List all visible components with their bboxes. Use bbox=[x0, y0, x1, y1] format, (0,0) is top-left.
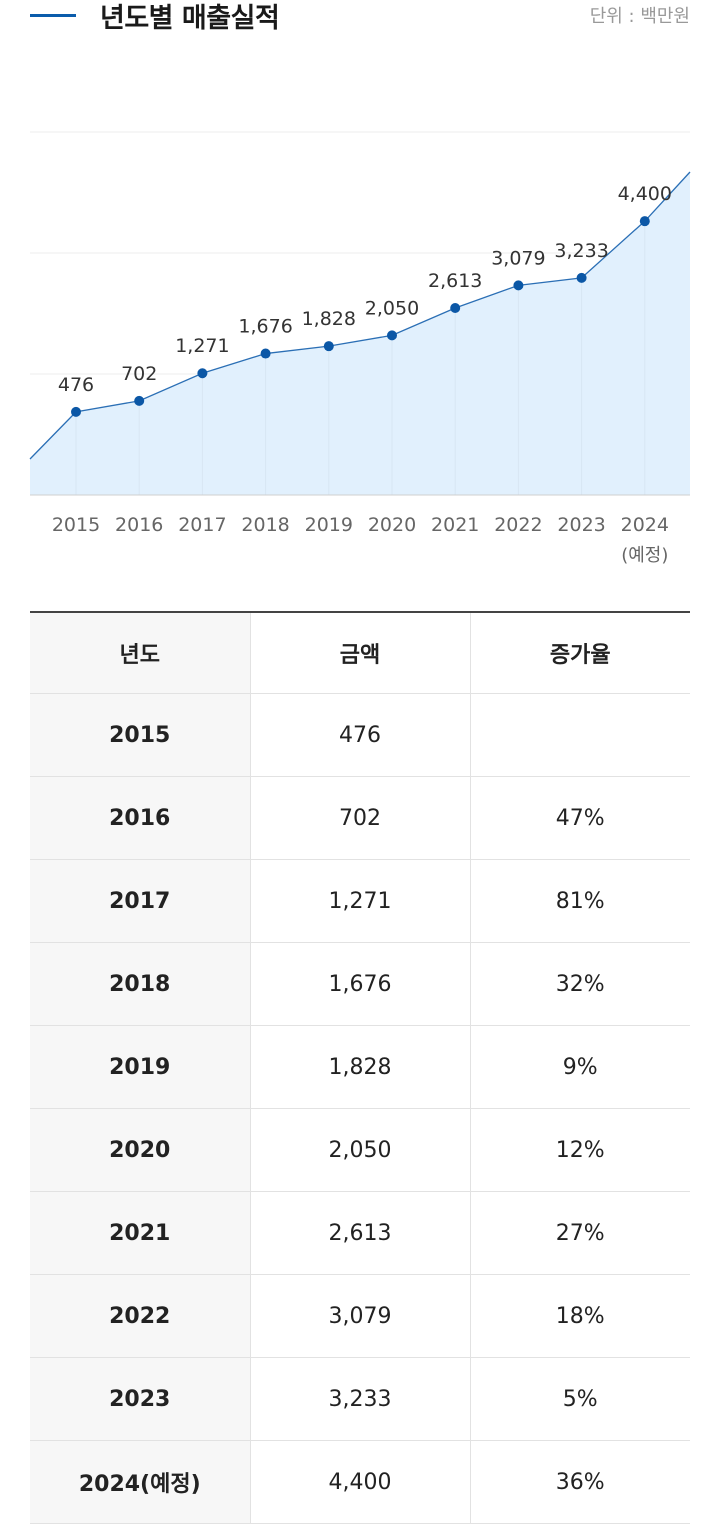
header-amount: 금액 bbox=[249, 611, 470, 694]
header-growth-rate: 증가율 bbox=[469, 611, 690, 694]
data-point bbox=[639, 216, 650, 227]
cell-year: 2017 bbox=[30, 859, 250, 943]
section-title: 년도별 매출실적 bbox=[100, 3, 280, 34]
table-row: 2022 3,079 18% bbox=[30, 1274, 690, 1358]
data-label: 702 bbox=[121, 363, 157, 385]
table-row: 2017 1,271 81% bbox=[30, 859, 690, 943]
cell-amount: 1,676 bbox=[249, 942, 470, 1026]
x-tick-label: 2024 bbox=[621, 514, 669, 536]
cell-growth-rate: 27% bbox=[469, 1191, 690, 1275]
cell-growth-rate: 5% bbox=[469, 1357, 690, 1441]
cell-amount: 2,613 bbox=[249, 1191, 470, 1275]
cell-year: 2018 bbox=[30, 942, 250, 1026]
data-point bbox=[387, 330, 397, 341]
cell-year: 2022 bbox=[30, 1274, 250, 1358]
unit-label: 단위 : 백만원 bbox=[589, 6, 690, 27]
cell-growth-rate bbox=[469, 693, 690, 777]
section-header: 년도별 매출실적 단위 : 백만원 bbox=[0, 0, 720, 40]
x-tick-label: 2022 bbox=[494, 514, 542, 536]
cell-growth-rate: 9% bbox=[469, 1025, 690, 1109]
cell-growth-rate: 81% bbox=[469, 859, 690, 943]
x-tick-label: 2020 bbox=[368, 514, 416, 536]
area-fill bbox=[30, 172, 690, 495]
data-point bbox=[260, 348, 271, 359]
table-row: 2021 2,613 27% bbox=[30, 1191, 690, 1275]
data-point bbox=[576, 272, 587, 283]
x-tick-label: 2023 bbox=[557, 514, 605, 536]
x-tick-label: 2016 bbox=[115, 514, 163, 536]
x-tick-label: 2015 bbox=[52, 514, 100, 536]
cell-year: 2023 bbox=[30, 1357, 250, 1441]
table-row: 2024(예정) 4,400 36% bbox=[30, 1440, 690, 1524]
header-year: 년도 bbox=[30, 611, 250, 694]
table-row: 2018 1,676 32% bbox=[30, 942, 690, 1026]
data-label: 2,050 bbox=[365, 297, 419, 319]
table-row: 2015 476 bbox=[30, 693, 690, 777]
cell-amount: 1,828 bbox=[249, 1025, 470, 1109]
cell-growth-rate: 36% bbox=[469, 1440, 690, 1524]
cell-amount: 2,050 bbox=[249, 1108, 470, 1192]
table-row: 2023 3,233 5% bbox=[30, 1357, 690, 1441]
table-row: 2020 2,050 12% bbox=[30, 1108, 690, 1192]
data-point bbox=[197, 368, 208, 379]
data-point bbox=[513, 280, 524, 291]
data-label: 4,400 bbox=[618, 183, 672, 205]
table-row: 2019 1,828 9% bbox=[30, 1025, 690, 1109]
x-tick-label: 2017 bbox=[178, 514, 226, 536]
x-tick-label: 2018 bbox=[241, 514, 289, 536]
data-label: 1,828 bbox=[302, 308, 356, 330]
data-point bbox=[450, 303, 461, 314]
cell-year: 2024(예정) bbox=[30, 1440, 250, 1524]
cell-year: 2020 bbox=[30, 1108, 250, 1192]
x-tick-note: (예정) bbox=[621, 545, 668, 566]
cell-growth-rate: 12% bbox=[469, 1108, 690, 1192]
cell-amount: 702 bbox=[249, 776, 470, 860]
cell-year: 2021 bbox=[30, 1191, 250, 1275]
data-label: 1,676 bbox=[238, 316, 292, 338]
series-line bbox=[29, 171, 691, 460]
cell-amount: 3,079 bbox=[249, 1274, 470, 1358]
cell-amount: 1,271 bbox=[249, 859, 470, 943]
table-row: 2016 702 47% bbox=[30, 776, 690, 860]
data-label: 3,233 bbox=[554, 240, 608, 262]
x-tick-label: 2021 bbox=[431, 514, 479, 536]
x-tick-label: 2019 bbox=[305, 514, 353, 536]
data-label: 476 bbox=[58, 374, 94, 396]
cell-year: 2015 bbox=[30, 693, 250, 777]
data-point bbox=[323, 341, 334, 352]
header-accent-line bbox=[30, 14, 76, 17]
data-point bbox=[134, 395, 145, 406]
sales-table: 년도 금액 증가율 2015 476 2016 702 47% 2017 1,2… bbox=[30, 611, 690, 1524]
data-point bbox=[71, 406, 81, 417]
cell-growth-rate: 32% bbox=[469, 942, 690, 1026]
table-header-row: 년도 금액 증가율 bbox=[30, 611, 690, 694]
data-label: 1,271 bbox=[175, 335, 229, 357]
cell-growth-rate: 18% bbox=[469, 1274, 690, 1358]
cell-year: 2019 bbox=[30, 1025, 250, 1109]
data-label: 2,613 bbox=[428, 270, 482, 292]
cell-amount: 4,400 bbox=[249, 1440, 470, 1524]
cell-growth-rate: 47% bbox=[469, 776, 690, 860]
data-label: 3,079 bbox=[491, 247, 545, 269]
cell-year: 2016 bbox=[30, 776, 250, 860]
cell-amount: 3,233 bbox=[249, 1357, 470, 1441]
cell-amount: 476 bbox=[249, 693, 470, 777]
sales-area-chart: 476 702 1,271 1,676 1,828 2,050 2,613 3,079 3,23… bbox=[29, 131, 691, 566]
